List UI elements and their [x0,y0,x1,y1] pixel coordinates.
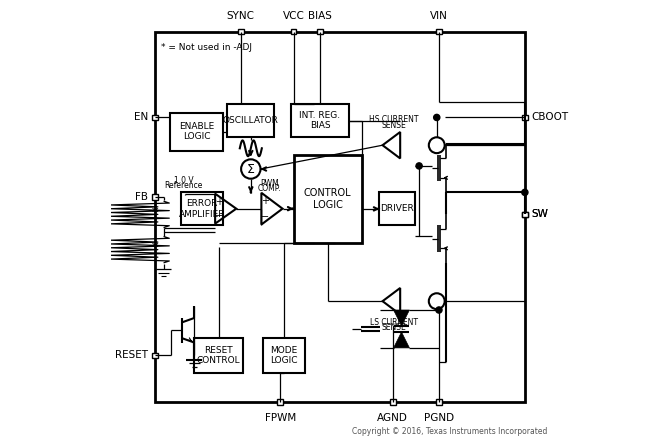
Text: 1.0 V: 1.0 V [174,176,194,185]
Bar [238,29,244,34]
Text: MODE
LOGIC: MODE LOGIC [270,346,297,365]
Text: BIAS: BIAS [308,11,332,20]
Text: VCC: VCC [283,11,305,20]
Bar [436,399,442,404]
Text: SENSE: SENSE [381,121,406,130]
FancyBboxPatch shape [228,104,273,137]
Text: SENSE: SENSE [381,323,406,332]
Circle shape [434,114,440,121]
Text: RESET: RESET [115,351,148,360]
Polygon shape [394,310,409,326]
Polygon shape [394,332,409,348]
Text: OSCILLATOR: OSCILLATOR [222,116,279,125]
Text: HS CURRENT: HS CURRENT [369,115,418,124]
Text: Copyright © 2016, Texas Instruments Incorporated: Copyright © 2016, Texas Instruments Inco… [352,427,547,436]
Text: +: + [261,196,269,206]
Text: PGND: PGND [424,413,454,423]
Text: $\Sigma$: $\Sigma$ [246,163,256,175]
Text: −: − [214,211,222,221]
FancyBboxPatch shape [155,31,525,402]
Bar [522,212,528,217]
Text: * = Not used in -ADJ: * = Not used in -ADJ [162,42,252,52]
Bar [436,29,442,34]
Text: LS CURRENT: LS CURRENT [369,318,418,327]
Text: +: + [214,197,222,206]
Text: AGND: AGND [377,413,408,423]
Text: ERROR
AMPLIFIER: ERROR AMPLIFIER [179,199,225,219]
FancyBboxPatch shape [195,338,243,373]
Bar [152,194,158,200]
Bar [291,29,297,34]
Bar [522,212,528,217]
Text: FB: FB [135,192,148,202]
Text: *: * [152,241,158,254]
FancyBboxPatch shape [379,192,414,225]
FancyBboxPatch shape [293,155,362,243]
Text: −: − [261,212,269,221]
Bar [390,399,396,404]
Text: FPWM: FPWM [265,413,296,423]
Text: DRIVER: DRIVER [380,204,414,213]
Text: EN: EN [134,112,148,122]
FancyBboxPatch shape [170,113,223,151]
Bar [152,353,158,358]
Text: ENABLE
LOGIC: ENABLE LOGIC [179,122,214,141]
Text: INT. REG.
BIAS: INT. REG. BIAS [299,111,340,130]
Circle shape [522,189,528,195]
Bar [522,114,528,120]
Text: RESET
CONTROL: RESET CONTROL [197,346,240,365]
Text: VIN: VIN [430,11,448,20]
Text: CONTROL
LOGIC: CONTROL LOGIC [304,188,352,210]
Bar [317,29,323,34]
Text: PWM: PWM [260,179,279,187]
Bar [152,114,158,120]
FancyBboxPatch shape [263,338,305,373]
Circle shape [416,163,422,169]
Text: SW: SW [532,210,548,219]
Text: Reference: Reference [165,181,203,190]
FancyBboxPatch shape [291,104,349,137]
Text: SW: SW [532,210,548,219]
Text: CBOOT: CBOOT [532,112,569,122]
Text: COMP.: COMP. [258,184,281,193]
Text: *: * [152,206,158,219]
Circle shape [436,307,442,313]
FancyBboxPatch shape [181,192,223,225]
Bar [277,399,283,404]
Text: SYNC: SYNC [226,11,255,20]
